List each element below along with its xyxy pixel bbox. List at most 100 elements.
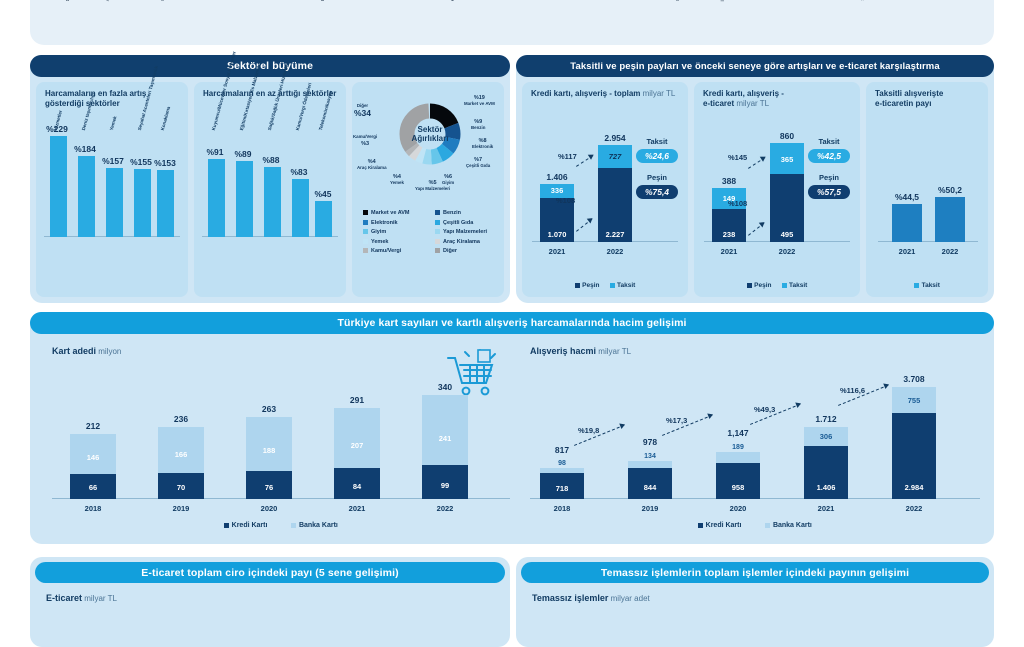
pill-label-pesin: Peşin bbox=[646, 173, 667, 182]
legend-label: Peşin bbox=[754, 282, 772, 289]
subpanel-least-growth: Harcamaların en az arttığı sektörler %91… bbox=[194, 51, 346, 297]
contactless-sub-unit: milyar adet bbox=[610, 594, 650, 603]
bar-2020-debit bbox=[716, 452, 760, 463]
bar-most-1 bbox=[78, 156, 95, 237]
donut-label-giyim: %6 Giyim bbox=[442, 173, 454, 186]
chart-ecommerce-share: %44,5 %50,2 2021 2022 bbox=[878, 122, 978, 262]
bar-value-2018-debit: 98 bbox=[558, 460, 566, 467]
credit-ecom-unit: milyar TL bbox=[736, 99, 770, 108]
donut-label-yemek: %4 Yemek bbox=[390, 173, 404, 186]
growth-arrow-taksit bbox=[748, 154, 768, 169]
donut-pct-benzin: %9 bbox=[474, 119, 483, 125]
bar-2020-credit: 76 bbox=[246, 471, 292, 499]
bar-total-2020: 1,147 bbox=[727, 428, 749, 438]
legend-label: Benzin bbox=[443, 210, 462, 216]
xtick-2018: 2018 bbox=[553, 504, 571, 513]
legend-label: Kredi Kartı bbox=[705, 522, 742, 529]
top-tick-0: Diğ bbox=[65, 0, 70, 1]
donut-pct-kamu: %3 bbox=[361, 140, 370, 147]
chart-most-growth: %229 %184 %157 %155 %153 Hizmetler Deniz… bbox=[44, 65, 180, 237]
legend-label: Banka Kartı bbox=[298, 522, 338, 529]
xtick-2021: 2021 bbox=[720, 247, 738, 256]
panel-contactless: Temassız işlemlerin toplam işlemler için… bbox=[516, 557, 994, 647]
panel-volume: Türkiye kart sayıları ve kartlı alışveri… bbox=[30, 312, 994, 544]
bar-2022 bbox=[935, 197, 965, 242]
bar-label-most-4: %153 bbox=[154, 158, 176, 168]
bar-total-2019: 978 bbox=[642, 437, 658, 447]
legend-item-gida: Çeşitli Gıda bbox=[435, 220, 507, 226]
bar-2021-taksit: 336 bbox=[540, 184, 574, 198]
xtick-2020: 2020 bbox=[729, 504, 747, 513]
shopping-cart-icon bbox=[444, 348, 500, 405]
bar-2022-debit: 755 bbox=[892, 387, 936, 413]
donut-center-label: Sektör Ağırlıkları bbox=[412, 125, 449, 143]
bar-2021-credit: 84 bbox=[334, 468, 380, 499]
bar-most-2 bbox=[106, 168, 123, 237]
xtick-most-4: Konaklama bbox=[159, 105, 172, 131]
legend-label: Çeşitli Gıda bbox=[443, 219, 474, 226]
legend-label: Taksit bbox=[617, 282, 636, 289]
panel-sectoral-growth: Sektörel büyüme Harcamaların en fazla ar… bbox=[30, 51, 510, 303]
donut-name-giyim: Giyim bbox=[442, 179, 455, 185]
most-growth-title: Harcamaların en fazla artış gösterdiği s… bbox=[45, 89, 147, 108]
ecom-share-title: Taksitli alışverişte e-ticaretin payı bbox=[875, 89, 982, 109]
bar-total-2021: 1.406 bbox=[546, 172, 568, 182]
bar-label-least-3: %83 bbox=[290, 167, 308, 177]
legend-label: Yapı Malzemeleri bbox=[443, 229, 488, 235]
bar-most-4 bbox=[157, 170, 174, 237]
bar-least-1 bbox=[236, 161, 253, 237]
legend-label: Taksit bbox=[789, 282, 808, 289]
bar-2021-debit: 207 bbox=[334, 408, 380, 468]
growth-arrow-pesin bbox=[576, 215, 595, 232]
donut-pct-arac: %4 bbox=[367, 159, 376, 165]
legend-item-debit: Banka Kartı bbox=[765, 522, 812, 529]
legend-ecommerce-share: Taksit bbox=[866, 282, 988, 289]
top-tick-1: A bbox=[105, 0, 110, 1]
donut-pct-diger: %34 bbox=[354, 107, 372, 118]
bar-value-2018-debit: 146 bbox=[86, 453, 100, 462]
ecom-share-title-b: e-ticaretin payı bbox=[875, 99, 932, 108]
legend-label: Market ve AVM bbox=[371, 210, 410, 216]
bar-2022-taksit: 727 bbox=[598, 145, 632, 168]
bar-value-2022-debit: 241 bbox=[438, 434, 452, 443]
legend-label: Kredi Kartı bbox=[231, 522, 268, 529]
legend-item-taksit: Taksit bbox=[914, 282, 940, 289]
donut-legend: Market ve AVM Benzin Elektronik Çeşitli … bbox=[363, 210, 507, 254]
bar-2018-credit: 718 bbox=[540, 473, 584, 499]
bar-2021-debit: 306 bbox=[804, 427, 848, 446]
bar-2022-taksit: 365 bbox=[770, 143, 804, 174]
donut-label-diger: Diğer %34 bbox=[354, 103, 372, 119]
bar-total-2022: 340 bbox=[437, 382, 453, 392]
donut-label-benzin: %9 Benzin bbox=[471, 118, 485, 131]
bar-2022-pesin: 2.227 bbox=[598, 168, 632, 242]
growth-label-2021-2022: %116,6 bbox=[840, 386, 866, 395]
donut-pct-market: %19 bbox=[473, 95, 485, 101]
legend-item-debit: Banka Kartı bbox=[291, 522, 338, 529]
legend-label: Taksit bbox=[921, 282, 940, 289]
donut-svg bbox=[399, 103, 461, 165]
donut-name-market: Market ve AVM bbox=[464, 100, 495, 106]
bar-value-2022-pesin: 2.227 bbox=[605, 230, 625, 239]
growth-label-2018-2019: %19,8 bbox=[578, 426, 600, 435]
xtick-2021: 2021 bbox=[548, 247, 566, 256]
legend-label: Araç Kiralama bbox=[443, 238, 480, 245]
bar-2020-credit: 958 bbox=[716, 463, 760, 499]
subpanel-credit-total: Kredi kartı, alışveriş - toplam milyar T… bbox=[522, 82, 688, 297]
legend-label: Elektronik bbox=[371, 219, 398, 226]
legend-label: Banka Kartı bbox=[772, 522, 812, 529]
card-count-title-text: Kart adedi bbox=[52, 346, 97, 356]
donut-pct-yemek: %4 bbox=[392, 174, 401, 180]
pill-value-pesin: %57,5 bbox=[808, 185, 850, 199]
least-growth-title: Harcamaların en az arttığı sektörler bbox=[203, 89, 337, 98]
bar-2021-pesin: 238 bbox=[712, 209, 746, 242]
donut-center-line1: Sektör bbox=[417, 124, 443, 134]
bar-total-2018: 817 bbox=[554, 445, 570, 455]
bar-value-2021-taksit: 149 bbox=[722, 194, 736, 203]
donut-name-gida: Çeşitli Gıda bbox=[466, 162, 491, 168]
bar-value-2022-pesin: 495 bbox=[780, 230, 794, 239]
bar-most-0 bbox=[50, 136, 67, 237]
xtick-2019: 2019 bbox=[641, 504, 659, 513]
xtick-2019: 2019 bbox=[172, 504, 190, 513]
donut-label-gida: %7 Çeşitli Gıda bbox=[466, 156, 490, 169]
bar-label-most-3: %155 bbox=[130, 157, 152, 167]
